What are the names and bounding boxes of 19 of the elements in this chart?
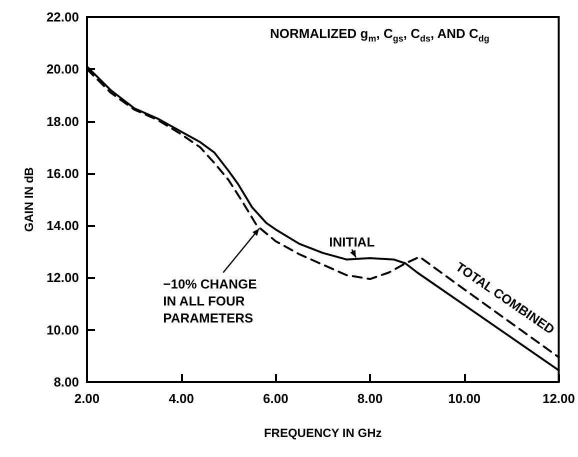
x-tick-label: 2.00 bbox=[74, 391, 100, 406]
y-tick-label: 20.00 bbox=[46, 62, 79, 77]
y-tick-label: 16.00 bbox=[46, 166, 79, 181]
y-tick-label: 14.00 bbox=[46, 218, 79, 234]
x-tick-label: 6.00 bbox=[263, 391, 288, 406]
y-tick-label: 8.00 bbox=[54, 374, 79, 390]
x-tick-label: 12.00 bbox=[542, 391, 576, 406]
annotation: −10% CHANGE IN ALL FOUR PARAMETERS bbox=[163, 276, 260, 326]
y-axis-title: GAIN IN dB bbox=[22, 166, 36, 232]
x-tick-label: 8.00 bbox=[357, 391, 383, 406]
y-tick-label: 12.00 bbox=[46, 270, 79, 286]
text: NORMALIZED g$_{m}$, C$_{gs}$, C$_{ds}$, AND C$_{dg}$ bbox=[270, 26, 490, 44]
x-tick-label: 10.00 bbox=[448, 391, 481, 406]
annotation: INITIAL bbox=[329, 234, 375, 250]
y-tick-label: 22.00 bbox=[46, 10, 79, 24]
x-axis-title: FREQUENCY IN GHz bbox=[264, 426, 382, 440]
x-tick-label: 4.00 bbox=[168, 391, 194, 406]
y-tick-label: 10.00 bbox=[46, 322, 79, 338]
y-tick-label: 18.00 bbox=[46, 114, 79, 129]
